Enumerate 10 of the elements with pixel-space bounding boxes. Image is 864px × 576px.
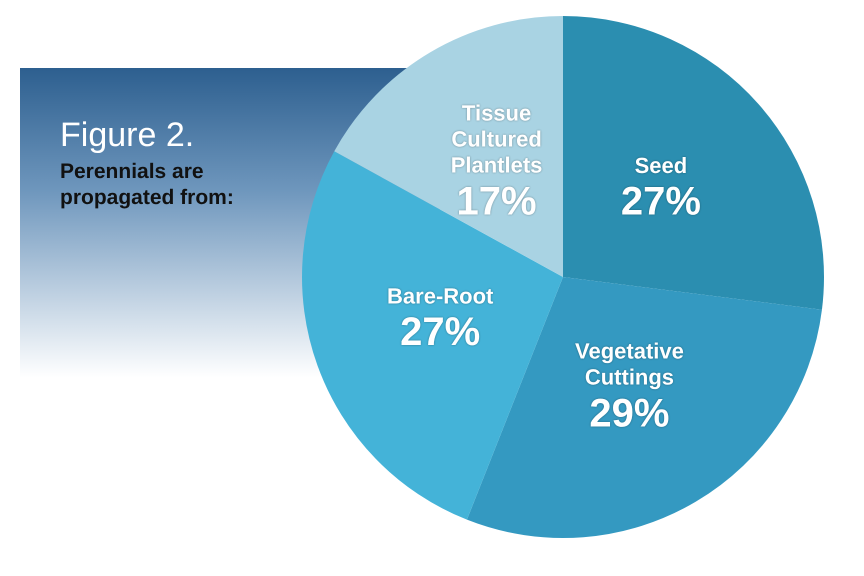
slice-label: Seed xyxy=(634,152,688,178)
data-label: 29% xyxy=(589,391,670,436)
slice-label: Tissue Cultured Plantlets xyxy=(450,100,542,178)
text: Figure 2. xyxy=(60,116,196,155)
data-label: 17% xyxy=(456,180,537,224)
slice-label: Vegetative Cuttings xyxy=(575,338,684,390)
text: Perennials are propagated from: xyxy=(60,159,235,211)
data-label: 27% xyxy=(400,310,480,354)
data-label: 27% xyxy=(620,180,701,224)
slice-label: Bare-Root xyxy=(387,283,494,308)
